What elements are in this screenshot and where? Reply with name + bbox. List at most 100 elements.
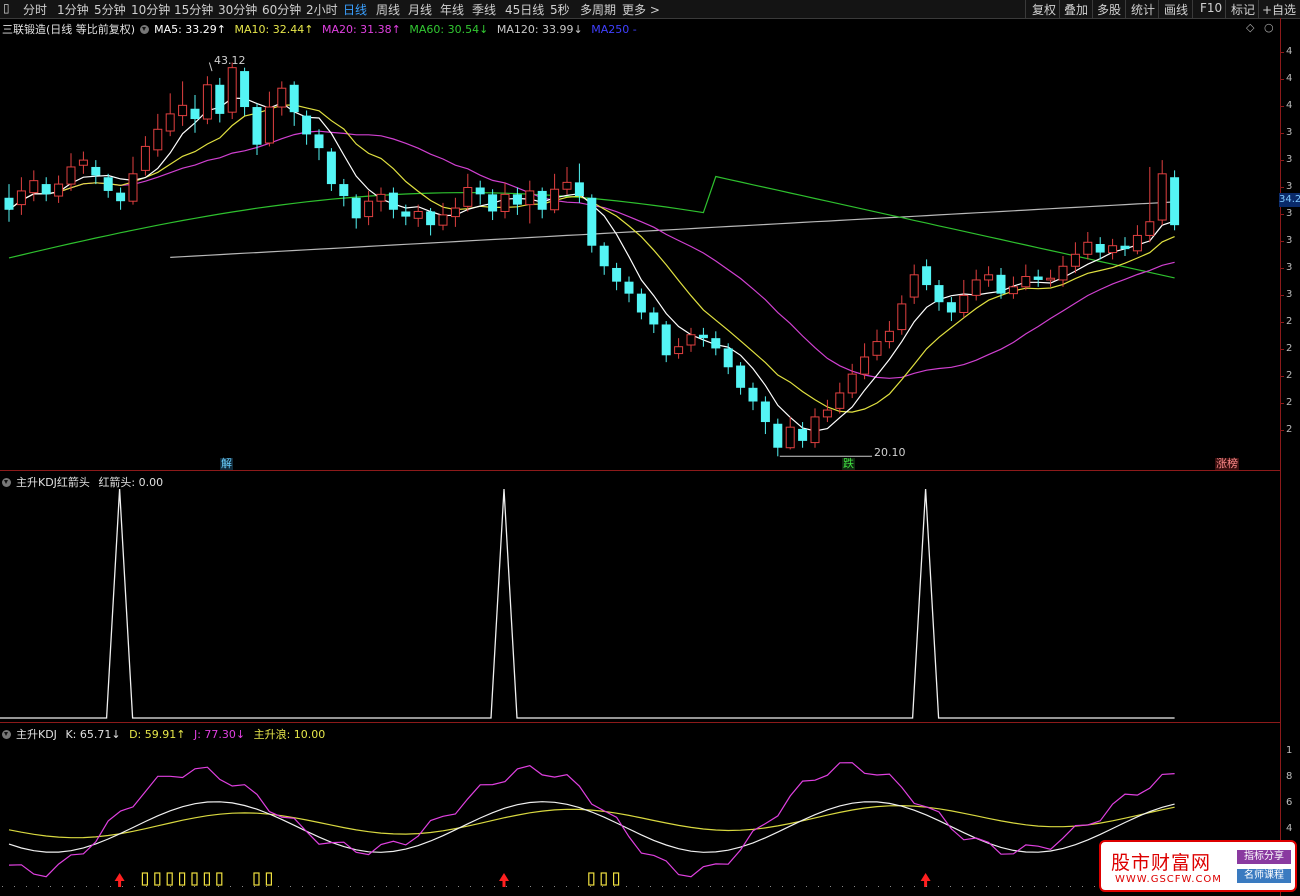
mark-button[interactable]: 标记 — [1231, 3, 1256, 17]
tab-15min[interactable]: 15分钟 — [174, 3, 214, 17]
baseline-dot — [1094, 886, 1095, 887]
tab-more[interactable]: 更多 > — [622, 3, 660, 17]
multi-stock-button[interactable]: 多股 — [1097, 3, 1122, 17]
overlay-button[interactable]: 叠加 — [1064, 3, 1089, 17]
baseline-dot — [98, 886, 99, 887]
candle-body — [475, 187, 485, 195]
axis-tick-mark — [1280, 268, 1284, 269]
zhushenglang-marker — [600, 872, 607, 886]
baseline-dot — [74, 886, 75, 887]
baseline-dot — [614, 886, 615, 887]
candle-body — [103, 177, 113, 191]
circle-icon[interactable]: ○ — [1264, 21, 1274, 34]
zhushenglang-marker — [253, 872, 260, 886]
panel3-legend: 主升KDJ K: 65.71↓ D: 59.91↑ J: 77.30↓ 主升浪:… — [2, 726, 330, 742]
tab-1min[interactable]: 1分钟 — [57, 3, 89, 17]
panel-divider[interactable] — [0, 470, 1280, 471]
watermark-logo: 股市财富网 WWW.GSCFW.COM 指标分享 名师课程 — [1099, 840, 1297, 892]
candle-body — [426, 211, 436, 226]
fuquan-button[interactable]: 复权 — [1032, 3, 1057, 17]
baseline-dot — [746, 886, 747, 887]
baseline-dot — [470, 886, 471, 887]
zhushenglang-marker — [141, 872, 148, 886]
add-watchlist-button[interactable]: +自选 — [1262, 3, 1297, 17]
baseline-dot — [974, 886, 975, 887]
baseline-dot — [266, 886, 267, 887]
tab-yearly[interactable]: 年线 — [440, 3, 465, 17]
zhushenglang-marker — [154, 872, 161, 886]
event-tag[interactable]: 解 — [220, 457, 233, 470]
kdj-chart[interactable] — [0, 723, 1280, 896]
baseline-dot — [710, 886, 711, 887]
baseline-dot — [602, 886, 603, 887]
candle-body — [1070, 253, 1080, 267]
candle-body — [1021, 276, 1031, 288]
axis-tick-mark — [1280, 133, 1284, 134]
tab-5min[interactable]: 5分钟 — [94, 3, 126, 17]
diamond-icon[interactable]: ◇ — [1246, 21, 1255, 34]
red-arrow-chart[interactable] — [0, 471, 1280, 721]
baseline-dot — [170, 886, 171, 887]
candle-body — [165, 113, 175, 132]
baseline-dot — [110, 886, 111, 887]
candle-body — [897, 303, 907, 331]
ma120-line — [170, 201, 1175, 258]
panel-divider[interactable] — [0, 722, 1280, 723]
axis-tick-label: 3 — [1286, 235, 1293, 246]
tab-monthly[interactable]: 月线 — [408, 3, 433, 17]
candle-body — [574, 182, 584, 197]
tab-2hour[interactable]: 2小时 — [306, 3, 338, 17]
baseline-dot — [1070, 886, 1071, 887]
baseline-dot — [950, 886, 951, 887]
tab-fenshi[interactable]: 分时 — [23, 3, 48, 17]
tab-30min[interactable]: 30分钟 — [218, 3, 258, 17]
axis-tick-label: 3 — [1286, 262, 1293, 273]
axis-tick-label: 2 — [1286, 424, 1293, 435]
draw-button[interactable]: 画线 — [1164, 3, 1189, 17]
tab-45day[interactable]: 45日线 — [505, 3, 545, 17]
candle-body — [934, 285, 944, 303]
event-tag[interactable]: 涨榜 — [1215, 457, 1239, 470]
tab-multi-period[interactable]: 多周期 — [580, 3, 617, 17]
baseline-dot — [254, 886, 255, 887]
zhushenglang-marker — [612, 872, 620, 886]
zhushenglang-marker — [179, 872, 186, 886]
price-axis[interactable] — [1280, 18, 1300, 896]
panel3-dropdown-icon[interactable] — [2, 730, 11, 739]
panel2-dropdown-icon[interactable] — [2, 478, 11, 487]
tab-5sec[interactable]: 5秒 — [550, 3, 570, 17]
candle-body — [4, 197, 14, 210]
tab-60min[interactable]: 60分钟 — [262, 3, 302, 17]
candle-body — [388, 192, 398, 210]
ma250-label: MA250 - — [591, 23, 637, 36]
baseline-dot — [554, 886, 555, 887]
watermark-title: 股市财富网 — [1111, 852, 1212, 874]
candle-body — [302, 115, 312, 135]
ma-dropdown-icon[interactable] — [140, 25, 150, 34]
candle-body — [1120, 245, 1130, 250]
kdj-axis-tick-label: 1 — [1286, 745, 1293, 756]
price-chart[interactable] — [0, 18, 1280, 470]
tab-quarterly[interactable]: 季线 — [472, 3, 497, 17]
candle-body — [1046, 277, 1056, 281]
panel2-legend: 主升KDJ红箭头 红箭头: 0.00 — [2, 474, 168, 490]
stats-button[interactable]: 统计 — [1131, 3, 1156, 17]
baseline-dot — [338, 886, 339, 887]
baseline-dot — [770, 886, 771, 887]
baseline-dot — [434, 886, 435, 887]
candle-body — [599, 245, 609, 267]
baseline-dot — [1058, 886, 1059, 887]
candle-body — [190, 108, 200, 120]
tab-weekly[interactable]: 周线 — [376, 3, 401, 17]
baseline-dot — [194, 886, 195, 887]
candle-body — [512, 194, 522, 205]
tab-daily[interactable]: 日线 — [343, 3, 368, 17]
f10-button[interactable]: F10 — [1200, 1, 1223, 15]
event-tag[interactable]: 跌 — [842, 457, 855, 470]
menu-icon[interactable]: ▯ — [3, 1, 10, 15]
axis-tick-mark — [1280, 160, 1284, 161]
baseline-dot — [878, 886, 879, 887]
candle-body — [810, 416, 820, 444]
zhushenglang-marker — [265, 872, 272, 886]
tab-10min[interactable]: 10分钟 — [131, 3, 171, 17]
